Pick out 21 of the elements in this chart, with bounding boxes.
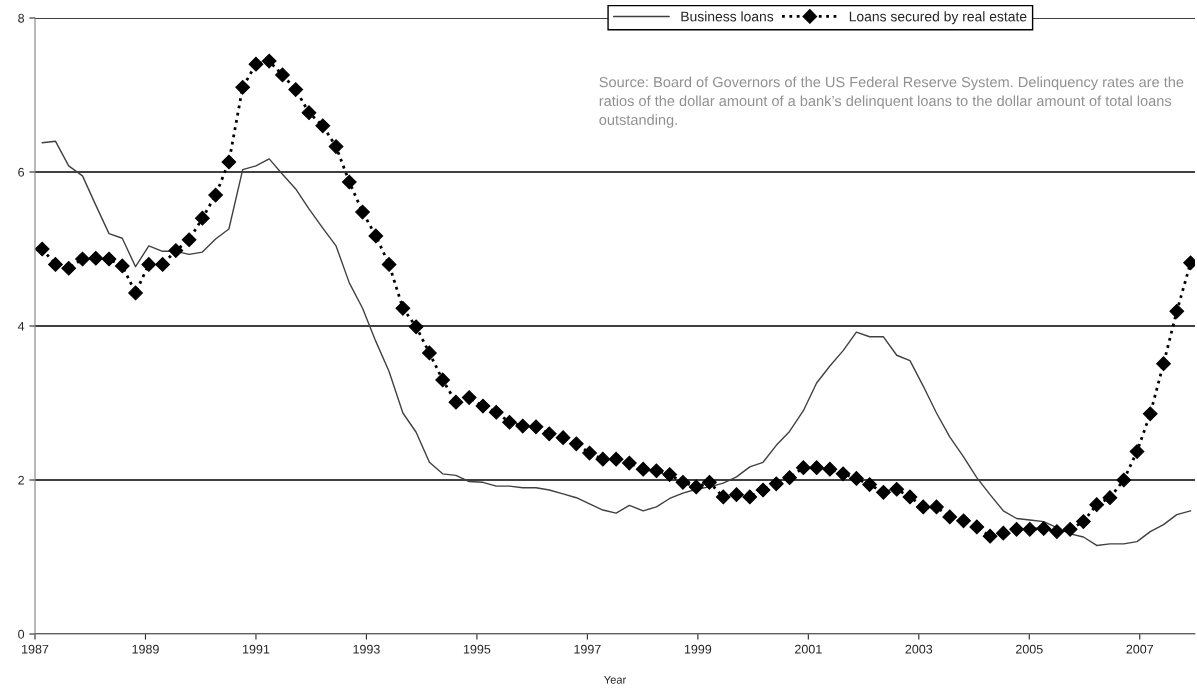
legend-label: Business loans bbox=[681, 11, 774, 22]
x-tick-label: 1999 bbox=[684, 644, 712, 654]
y-tick-label: 2 bbox=[18, 475, 24, 485]
legend-label: Loans secured by real estate bbox=[849, 11, 1027, 25]
x-tick-label: 2001 bbox=[795, 644, 822, 654]
y-tick-label: 6 bbox=[18, 167, 25, 177]
x-tick-label: 2005 bbox=[1016, 644, 1043, 654]
x-tick-label: 2003 bbox=[905, 644, 933, 654]
x-tick-label: 2007 bbox=[1126, 644, 1154, 654]
x-tick-label: 1993 bbox=[353, 644, 380, 654]
x-axis-title: Year bbox=[604, 675, 627, 684]
y-tick-label: 0 bbox=[18, 629, 25, 639]
y-tick-label: 4 bbox=[17, 321, 25, 331]
x-tick-label: 1995 bbox=[463, 644, 491, 654]
x-tick-label: 1989 bbox=[132, 644, 159, 654]
x-tick-label: 1987 bbox=[22, 644, 49, 654]
x-tick-label: 1997 bbox=[574, 644, 601, 654]
annotation: Source: Board of Governors of the US Federal Reserve System. Delinquency rates are the ratios of the dollar amount of a bank’s delinquent loans to the dollar amount of total loans outstanding. bbox=[599, 76, 1184, 128]
y-tick-label: 8 bbox=[18, 13, 25, 23]
x-tick-label: 1991 bbox=[243, 644, 270, 654]
line-series bbox=[41, 140, 1192, 547]
